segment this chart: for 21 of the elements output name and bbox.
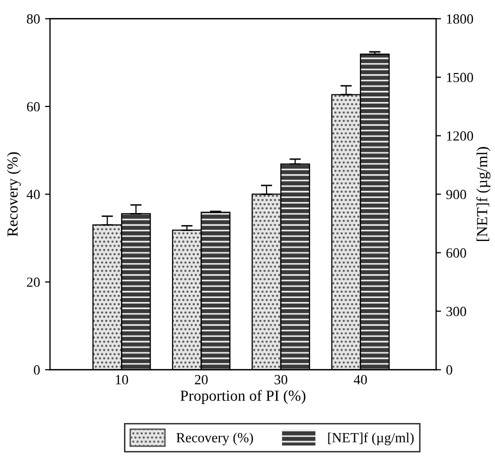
y2-tick-label: 1500: [447, 72, 474, 82]
y2-tick-label: 1800: [447, 14, 474, 24]
y-tick-label: 60: [26, 102, 40, 112]
x-tick-label: 10: [116, 374, 128, 384]
y2-tick-label: 1200: [447, 131, 474, 141]
y2-tick-label: 0: [446, 365, 452, 375]
y2-axis-title: [NET]f (µg/ml): [476, 147, 490, 241]
x-tick-label: 40: [354, 374, 367, 384]
y-tick-label: 80: [26, 14, 40, 24]
y-tick-label: 20: [26, 278, 40, 287]
x-tick-label: 30: [274, 374, 288, 384]
legend-label: [NET]f (µg/ml): [328, 432, 414, 446]
x-tick-label: 20: [194, 374, 208, 384]
y2-tick-label: 600: [446, 248, 466, 258]
y-tick-label: 40: [26, 190, 40, 200]
y2-tick-label: 900: [446, 190, 466, 200]
y-axis-title: Recovery (%): [6, 152, 21, 236]
y2-tick-label: 300: [446, 306, 466, 316]
legend-label: Recovery (%): [176, 432, 253, 446]
y-tick-label: 0: [34, 365, 40, 375]
x-axis-title: Proportion of PI (%): [180, 390, 306, 404]
